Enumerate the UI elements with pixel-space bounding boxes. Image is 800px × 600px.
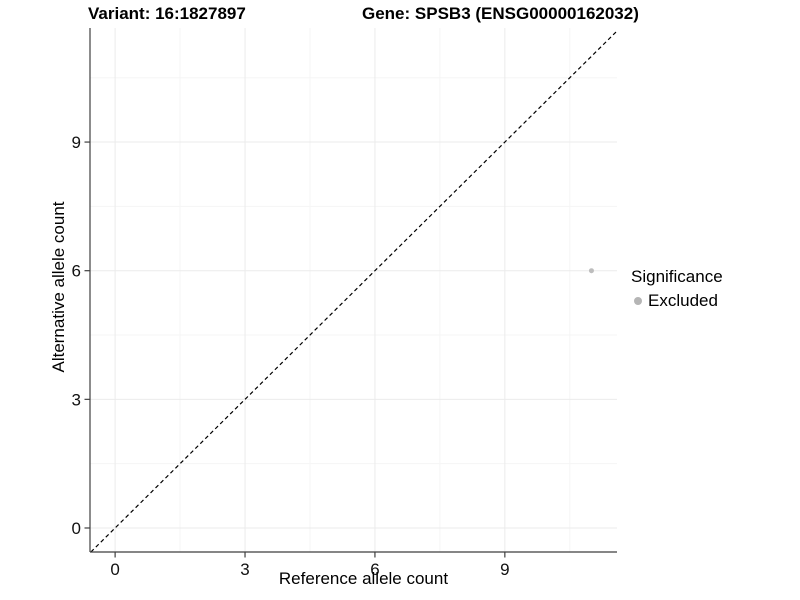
identity-line: [90, 30, 618, 553]
y-tick-label: 9: [72, 133, 81, 152]
y-tick-label: 3: [72, 390, 81, 409]
y-axis-label: Alternative allele count: [49, 201, 68, 373]
x-tick-label: 0: [110, 560, 119, 579]
legend-entry-label: Excluded: [648, 291, 718, 310]
x-axis-label: Reference allele count: [278, 569, 449, 588]
legend-point-icon: [634, 296, 642, 305]
x-tick-label: 6: [370, 560, 379, 579]
variant-title: Variant: 16:1827897: [88, 4, 246, 23]
y-tick-label: 0: [72, 519, 81, 538]
data-point-excluded: [588, 268, 594, 274]
legend-title: Significance: [631, 267, 723, 286]
x-tick-label: 3: [240, 560, 249, 579]
gene-title: Gene: SPSB3 (ENSG00000162032): [362, 4, 639, 23]
legend: Significance Excluded: [631, 266, 723, 311]
x-tick-label: 9: [500, 560, 509, 579]
legend-entry-excluded: Excluded: [631, 290, 723, 311]
y-tick-label: 6: [72, 262, 81, 281]
